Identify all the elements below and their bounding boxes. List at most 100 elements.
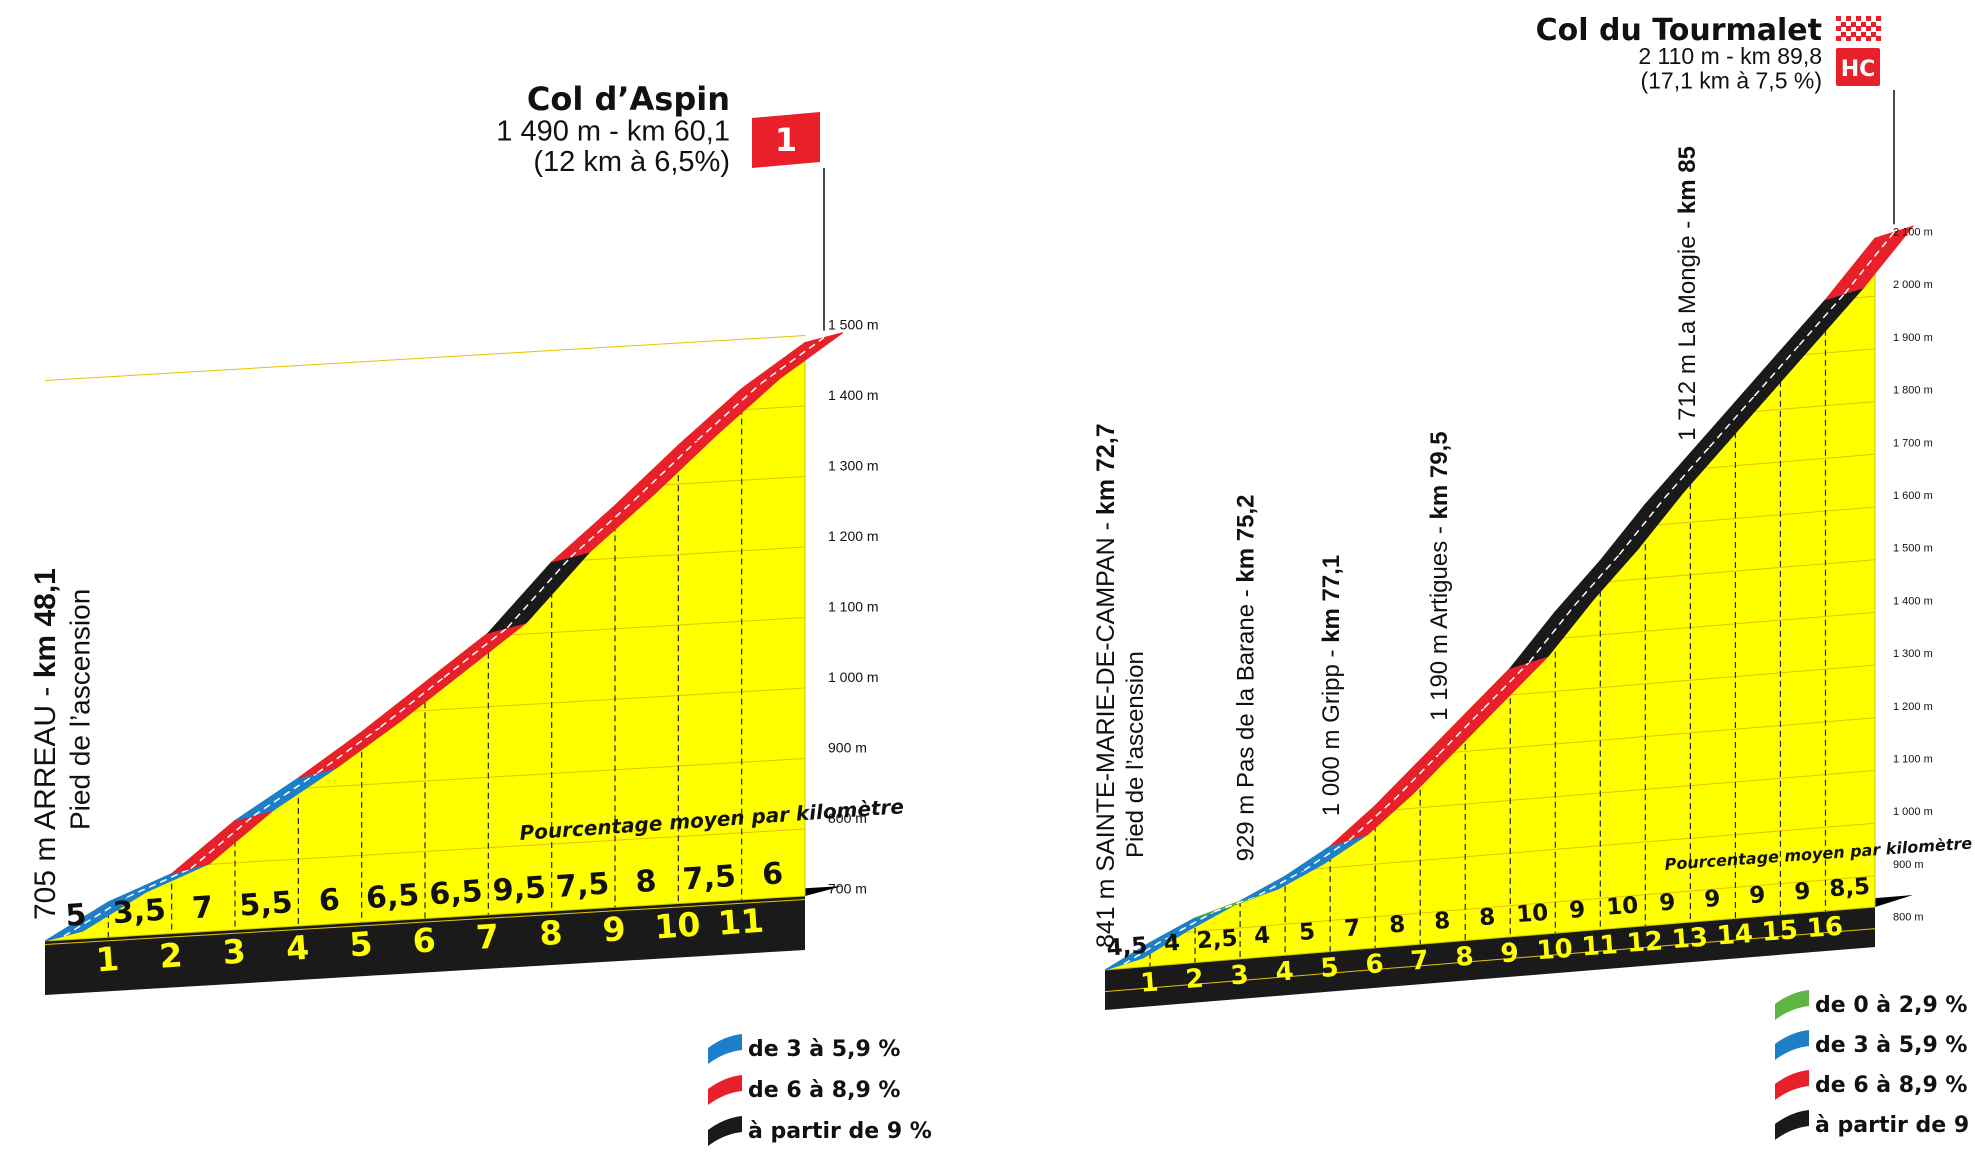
- km-label: 8: [1455, 942, 1475, 973]
- km-label: 3: [1229, 960, 1249, 991]
- elevation-gridline: [281, 758, 806, 791]
- elevation-label: 1 100 m: [828, 599, 879, 615]
- gradient-label: 7: [1343, 915, 1361, 942]
- ribbon-centerline: [1168, 911, 1215, 938]
- start-location-label: 705 m ARREAU - km 48,1: [29, 568, 62, 920]
- waypoint-km: km 75,2: [1233, 494, 1260, 582]
- ribbon-centerline: [380, 676, 445, 728]
- legend-swatch-blue: [1775, 1030, 1809, 1060]
- gradient-label: 6: [318, 882, 341, 918]
- waypoint-label: 929 m Pas de la Barane - km 75,2: [1233, 494, 1260, 861]
- legend-label: à partir de 9 %: [748, 1119, 932, 1144]
- ribbon-centerline: [1528, 605, 1575, 663]
- km-label: 12: [1626, 926, 1664, 958]
- ribbon-centerline: [1843, 231, 1895, 295]
- km-label: 15: [1761, 915, 1799, 947]
- legend-swatch-blue: [708, 1034, 742, 1064]
- gradient-label: 9: [1659, 889, 1677, 916]
- waypoint-label: 1 712 m La Mongie - km 85: [1674, 146, 1701, 441]
- km-label: 2: [1184, 964, 1204, 995]
- elevation-label: 1 000 m: [828, 669, 879, 685]
- summit-category-label: 1: [775, 121, 797, 159]
- legend-label: de 0 à 2,9 %: [1815, 993, 1967, 1018]
- summit-detail: 2 110 m - km 89,8: [1638, 43, 1822, 69]
- start-location-name: 841 m SAINTE-MARIE-DE-CAMPAN -: [1092, 515, 1120, 948]
- elevation-gridline: [1104, 928, 1876, 993]
- start-location-name: 705 m ARREAU -: [29, 678, 62, 920]
- waypoint-label: 1 190 m Artigues - km 79,5: [1426, 431, 1453, 721]
- km-label: 11: [1581, 930, 1619, 962]
- gradient-label: 4: [1163, 930, 1181, 957]
- elevation-label: 1 500 m: [1893, 543, 1933, 555]
- elevation-label: 1 500 m: [828, 317, 879, 333]
- km-label: 6: [1365, 949, 1385, 980]
- gradient-label: 2,5: [1196, 925, 1238, 954]
- elevation-gridline: [1532, 611, 1876, 641]
- elevation-gridline: [1165, 875, 1876, 935]
- start-location-subtitle: Pied de l’ascension: [65, 589, 96, 830]
- legend-label: de 3 à 5,9 %: [1815, 1033, 1967, 1058]
- gradient-label: 4,5: [1106, 933, 1148, 962]
- gradient-label: 8: [1388, 912, 1406, 939]
- elevation-label: 1 600 m: [1893, 490, 1933, 502]
- ribbon-centerline: [1393, 753, 1440, 801]
- elevation-label: 1 700 m: [1893, 437, 1933, 449]
- km-label: 11: [717, 901, 766, 943]
- legend-label: à partir de 9 %: [1815, 1113, 1975, 1138]
- legend-swatch-red: [1775, 1070, 1809, 1100]
- ribbon-centerline: [63, 896, 128, 937]
- km-label: 1: [95, 939, 121, 980]
- elevation-label: 1 800 m: [1893, 385, 1933, 397]
- km-label: 4: [285, 928, 311, 969]
- hors-categorie-flag-icon: [1836, 48, 1880, 86]
- gradient-label: 4: [1253, 923, 1271, 950]
- summit-detail: 1 490 m - km 60,1: [496, 115, 730, 147]
- waypoint-label: 1 000 m Gripp - km 77,1: [1318, 555, 1345, 816]
- elevation-gridline: [44, 899, 806, 946]
- elevation-gridline: [1425, 717, 1876, 756]
- ribbon-centerline: [506, 556, 572, 629]
- category-1-flag-icon: [752, 112, 820, 168]
- ribbon-centerline: [1258, 869, 1305, 896]
- ribbon-centerline: [1438, 707, 1485, 755]
- km-label: 3: [221, 931, 247, 972]
- waypoint-km: km 85: [1674, 146, 1701, 214]
- elevation-label: 800 m: [828, 810, 867, 826]
- summit-name: Col du Tourmalet: [1536, 13, 1822, 48]
- summit-name: Col d’Aspin: [527, 80, 730, 118]
- elevation-gridline: [1293, 822, 1876, 872]
- gradient-label: 8: [634, 864, 657, 900]
- waypoint-km: km 77,1: [1318, 555, 1345, 643]
- km-label: 1: [1139, 968, 1159, 999]
- elevation-gridline: [180, 828, 806, 867]
- legend-label: de 3 à 5,9 %: [748, 1037, 900, 1062]
- gradient-label: 6: [761, 856, 784, 892]
- elevation-gridline: [551, 546, 806, 563]
- checkered-flag-icon: [1836, 16, 1881, 42]
- ribbon-centerline: [1303, 839, 1350, 871]
- elevation-label: 900 m: [1893, 859, 1924, 871]
- km-label: 14: [1716, 919, 1754, 951]
- gradient-label: 9: [1704, 886, 1722, 913]
- start-location-subtitle: Pied de l’ascension: [1122, 651, 1149, 858]
- ribbon-centerline: [316, 726, 382, 774]
- gradient-label: 3,5: [112, 893, 167, 932]
- elevation-gridline: [44, 335, 806, 382]
- grade-legend-2: de 0 à 2,9 % de 3 à 5,9 % de 6 à 8,9 % à pa…: [1775, 990, 1975, 1140]
- waypoint-name: 1 000 m Gripp -: [1318, 643, 1345, 816]
- km-label: 9: [1500, 938, 1520, 969]
- gradient-label: 6,5: [428, 874, 483, 913]
- km-label: 13: [1671, 923, 1709, 955]
- ribbon-centerline: [253, 772, 318, 817]
- summit-climb-stats: (17,1 km à 7,5 %): [1640, 67, 1822, 93]
- gradient-label: 5,5: [238, 885, 293, 924]
- km-label: 16: [1806, 912, 1844, 944]
- gradient-label: 10: [1515, 900, 1549, 928]
- ribbon-centerline: [633, 439, 698, 501]
- ribbon-centerline: [570, 499, 635, 558]
- legend-swatch-red: [708, 1075, 742, 1105]
- summit-category-label: HC: [1841, 57, 1876, 82]
- waypoint-name: 929 m Pas de la Barane -: [1233, 583, 1260, 862]
- gradient-label: 10: [1605, 893, 1639, 921]
